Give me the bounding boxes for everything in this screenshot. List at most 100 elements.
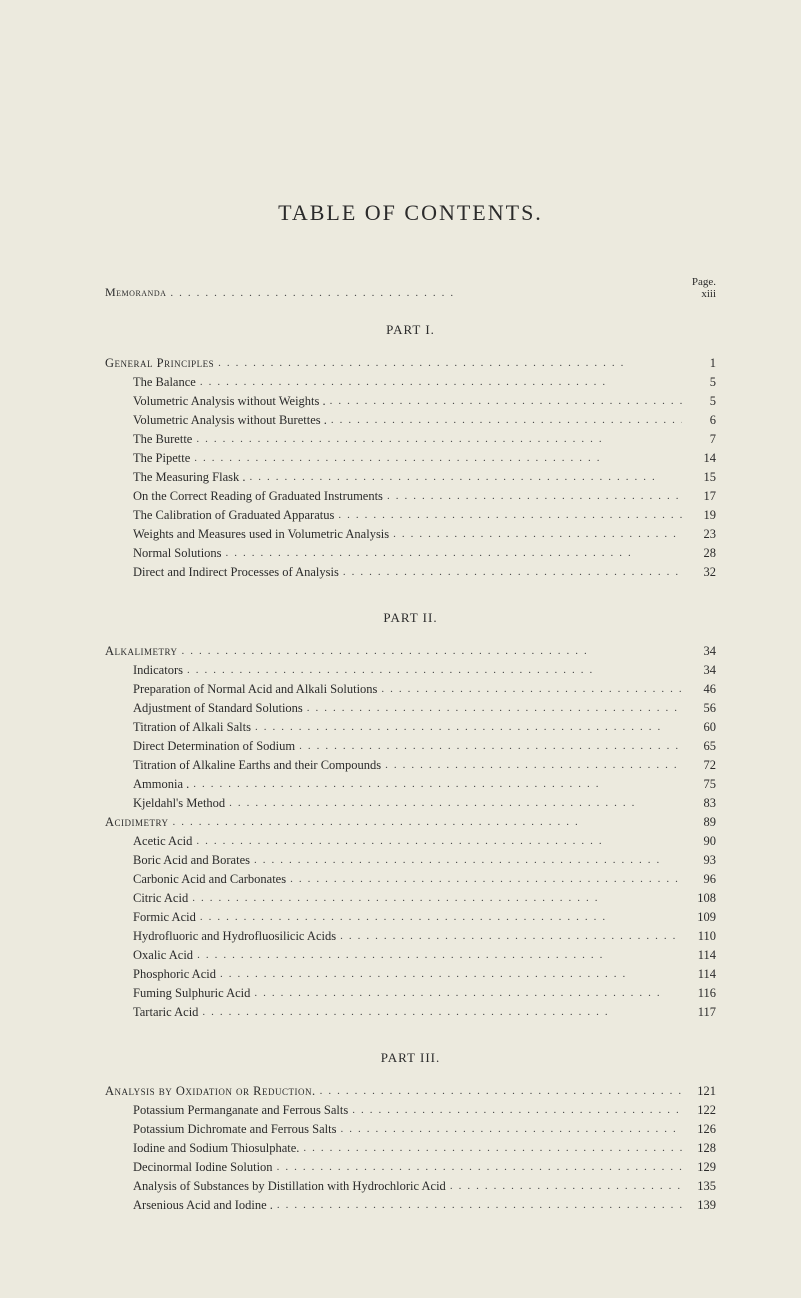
leader-dots: ........................................… bbox=[220, 966, 682, 983]
toc-page-number: 114 bbox=[686, 946, 716, 965]
toc-page-number: 129 bbox=[686, 1158, 716, 1177]
toc-entry: Citric Acid.............................… bbox=[105, 889, 716, 908]
toc-page-number: 46 bbox=[686, 680, 716, 699]
toc-item-label: The Burette bbox=[105, 430, 192, 449]
part-title: PART III. bbox=[105, 1050, 716, 1066]
leader-dots: ........................................… bbox=[196, 833, 682, 850]
leader-dots: ........................................… bbox=[381, 681, 682, 698]
toc-page-number: 139 bbox=[686, 1196, 716, 1215]
toc-item-label: Volumetric Analysis without Burettes . bbox=[105, 411, 327, 430]
toc-page-number: 34 bbox=[686, 642, 716, 661]
toc-item-label: Weights and Measures used in Volumetric … bbox=[105, 525, 389, 544]
toc-page-number: 19 bbox=[686, 506, 716, 525]
toc-page-number: 89 bbox=[686, 813, 716, 832]
toc-page-number: 83 bbox=[686, 794, 716, 813]
toc-entry: Potassium Permanganate and Ferrous Salts… bbox=[105, 1101, 716, 1120]
leader-dots: ................................. bbox=[170, 287, 687, 299]
toc-item-label: Arsenious Acid and Iodine . bbox=[105, 1196, 273, 1215]
toc-page-number: 65 bbox=[686, 737, 716, 756]
toc-item-label: Titration of Alkaline Earths and their C… bbox=[105, 756, 381, 775]
leader-dots: ........................................… bbox=[320, 1083, 682, 1100]
toc-page-number: 14 bbox=[686, 449, 716, 468]
leader-dots: ........................................… bbox=[229, 795, 682, 812]
leader-dots: ........................................… bbox=[254, 852, 682, 869]
leader-dots: ........................................… bbox=[352, 1102, 682, 1119]
toc-page-number: 7 bbox=[686, 430, 716, 449]
leader-dots: ........................................… bbox=[299, 738, 682, 755]
toc-page-number: 110 bbox=[686, 927, 716, 946]
toc-item-label: Tartaric Acid bbox=[105, 1003, 198, 1022]
toc-item-label: Titration of Alkali Salts bbox=[105, 718, 251, 737]
toc-section-head: Acidimetry bbox=[105, 813, 169, 832]
toc-entry: Adjustment of Standard Solutions........… bbox=[105, 699, 716, 718]
toc-page-number: 117 bbox=[686, 1003, 716, 1022]
toc-entry: Preparation of Normal Acid and Alkali So… bbox=[105, 680, 716, 699]
toc-entry: Arsenious Acid and Iodine ..............… bbox=[105, 1196, 716, 1215]
leader-dots: ........................................… bbox=[393, 526, 682, 543]
leader-dots: ........................................… bbox=[197, 947, 682, 964]
leader-dots: ........................................… bbox=[200, 374, 682, 391]
toc-entry: The Burette.............................… bbox=[105, 430, 716, 449]
toc-entry: Hydrofluoric and Hydrofluosilicic Acids.… bbox=[105, 927, 716, 946]
toc-item-label: Analysis of Substances by Distillation w… bbox=[105, 1177, 446, 1196]
toc-item-label: Hydrofluoric and Hydrofluosilicic Acids bbox=[105, 927, 336, 946]
toc-entry: The Measuring Flask ....................… bbox=[105, 468, 716, 487]
leader-dots: ........................................… bbox=[200, 909, 682, 926]
toc-entry: On the Correct Reading of Graduated Inst… bbox=[105, 487, 716, 506]
table-of-contents: PART I.General Principles...............… bbox=[105, 322, 716, 1215]
toc-entry: Titration of Alkali Salts...............… bbox=[105, 718, 716, 737]
toc-item-label: Indicators bbox=[105, 661, 183, 680]
leader-dots: ........................................… bbox=[187, 662, 682, 679]
toc-entry: The Balance.............................… bbox=[105, 373, 716, 392]
toc-page-number: 23 bbox=[686, 525, 716, 544]
toc-entry: Tartaric Acid...........................… bbox=[105, 1003, 716, 1022]
toc-item-label: The Calibration of Graduated Apparatus bbox=[105, 506, 334, 525]
toc-page-number: 96 bbox=[686, 870, 716, 889]
leader-dots: ........................................… bbox=[343, 564, 682, 581]
leader-dots: ........................................… bbox=[193, 776, 682, 793]
toc-page-number: 121 bbox=[686, 1082, 716, 1101]
toc-page-number: 1 bbox=[686, 354, 716, 373]
toc-item-label: Fuming Sulphuric Acid bbox=[105, 984, 250, 1003]
toc-page-number: 116 bbox=[686, 984, 716, 1003]
toc-page-number: 15 bbox=[686, 468, 716, 487]
toc-entry: Analysis by Oxidation or Reduction......… bbox=[105, 1082, 716, 1101]
toc-item-label: Volumetric Analysis without Weights . bbox=[105, 392, 326, 411]
toc-entry: Potassium Dichromate and Ferrous Salts..… bbox=[105, 1120, 716, 1139]
leader-dots: ........................................… bbox=[387, 488, 682, 505]
toc-item-label: Iodine and Sodium Thiosulphate. bbox=[105, 1139, 299, 1158]
toc-page-number: 6 bbox=[686, 411, 716, 430]
toc-page-number: 126 bbox=[686, 1120, 716, 1139]
part-title: PART I. bbox=[105, 322, 716, 338]
toc-entry: Phosphoric Acid.........................… bbox=[105, 965, 716, 984]
leader-dots: ........................................… bbox=[192, 890, 682, 907]
toc-item-label: Acetic Acid bbox=[105, 832, 192, 851]
leader-dots: ........................................… bbox=[202, 1004, 682, 1021]
toc-page-number: 109 bbox=[686, 908, 716, 927]
leader-dots: ........................................… bbox=[340, 1121, 682, 1138]
toc-page-number: 5 bbox=[686, 392, 716, 411]
memoranda-label: Memoranda bbox=[105, 285, 166, 300]
leader-dots: ........................................… bbox=[385, 757, 682, 774]
leader-dots: ........................................… bbox=[173, 814, 682, 831]
toc-page-number: 34 bbox=[686, 661, 716, 680]
leader-dots: ........................................… bbox=[338, 507, 682, 524]
toc-entry: Weights and Measures used in Volumetric … bbox=[105, 525, 716, 544]
toc-entry: Alkalimetry.............................… bbox=[105, 642, 716, 661]
toc-page-number: 128 bbox=[686, 1139, 716, 1158]
leader-dots: ........................................… bbox=[277, 1159, 682, 1176]
toc-page-number: 32 bbox=[686, 563, 716, 582]
toc-entry: Oxalic Acid.............................… bbox=[105, 946, 716, 965]
leader-dots: ........................................… bbox=[182, 643, 682, 660]
toc-entry: The Calibration of Graduated Apparatus..… bbox=[105, 506, 716, 525]
leader-dots: ........................................… bbox=[340, 928, 682, 945]
toc-item-label: Phosphoric Acid bbox=[105, 965, 216, 984]
page-header: Page. xiii bbox=[692, 276, 716, 300]
leader-dots: ........................................… bbox=[303, 1140, 682, 1157]
toc-entry: Boric Acid and Borates..................… bbox=[105, 851, 716, 870]
toc-section-head: Analysis by Oxidation or Reduction. bbox=[105, 1082, 316, 1101]
toc-item-label: On the Correct Reading of Graduated Inst… bbox=[105, 487, 383, 506]
toc-entry: The Pipette.............................… bbox=[105, 449, 716, 468]
toc-item-label: Adjustment of Standard Solutions bbox=[105, 699, 303, 718]
leader-dots: ........................................… bbox=[249, 469, 682, 486]
